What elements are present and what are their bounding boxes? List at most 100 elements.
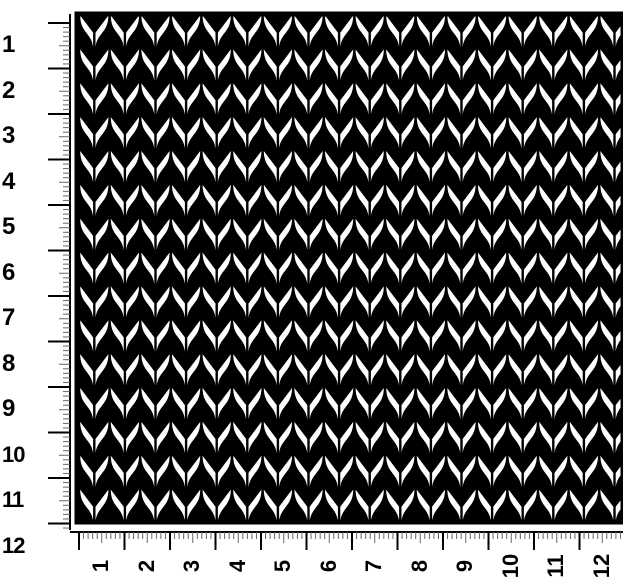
stitch-left-petal	[539, 252, 553, 284]
stitch	[294, 354, 323, 386]
stitch-left-petal	[233, 388, 247, 420]
stitch	[263, 117, 292, 149]
stitch-left-petal	[202, 218, 216, 251]
stitch-right-petal	[523, 218, 537, 251]
stitch-right-petal	[156, 455, 170, 488]
stitch-left-petal	[386, 354, 400, 386]
stitch	[172, 15, 201, 47]
stitch-right-petal	[248, 150, 262, 183]
stitch-left-petal	[80, 286, 94, 318]
stitch-right-petal	[309, 354, 323, 386]
stitch-right-petal	[340, 117, 354, 149]
stitch-left-petal	[478, 286, 491, 318]
stitch-left-petal	[600, 489, 614, 521]
stitch	[539, 354, 568, 386]
stitch-left-petal	[569, 117, 583, 149]
stitch	[416, 286, 445, 318]
stitch	[141, 117, 170, 149]
stitch-left-petal	[416, 455, 430, 488]
stitch-left-petal	[110, 117, 124, 149]
stitch-left-petal	[447, 49, 461, 81]
stitch-left-petal	[386, 49, 400, 81]
stitch-left-petal	[386, 117, 400, 149]
stitch	[569, 455, 598, 488]
stitch	[478, 49, 507, 81]
stitch-left-petal	[110, 150, 124, 183]
stitch	[202, 354, 231, 386]
stitch	[110, 117, 139, 149]
stitch-left-petal	[539, 117, 553, 149]
stitch-right-petal	[279, 455, 292, 488]
stitch-right-petal	[370, 49, 384, 81]
stitch-right-petal	[493, 184, 507, 217]
stitch	[110, 286, 139, 318]
stitch-left-petal	[172, 83, 185, 115]
stitch-right-petal	[432, 83, 445, 115]
stitch-right-petal	[187, 489, 201, 521]
stitch	[294, 388, 323, 420]
stitch-right-petal	[401, 388, 415, 420]
stitch	[478, 489, 507, 521]
stitch-left-petal	[478, 150, 491, 183]
left-ruler-label: 3	[2, 122, 16, 149]
stitch-right-petal	[217, 455, 231, 488]
stitch-left-petal	[325, 286, 338, 318]
stitch-right-petal	[401, 252, 415, 284]
stitch	[233, 354, 262, 386]
stitch	[80, 49, 109, 81]
stitch-left-petal	[386, 286, 400, 318]
stitch-right-petal	[187, 15, 201, 47]
stitch-right-petal	[95, 421, 109, 454]
stitch	[294, 252, 323, 284]
stitch-left-petal	[263, 218, 277, 251]
stitch-right-petal	[585, 218, 598, 251]
stitch-left-petal	[355, 218, 369, 251]
bottom-ruler-label: 10	[497, 553, 523, 579]
stitch-left-petal	[355, 184, 369, 217]
bottom-ruler-label: 3	[179, 559, 204, 573]
stitch-right-petal	[217, 184, 231, 217]
stitch-left-petal	[233, 117, 247, 149]
stitch-right-petal	[585, 455, 598, 488]
left-ruler-label: 2	[2, 76, 16, 104]
stitch-left-petal	[539, 354, 553, 386]
stitch-right-petal	[126, 184, 139, 217]
stitch-right-petal	[585, 388, 598, 420]
stitch	[80, 117, 109, 149]
stitch-right-petal	[187, 83, 201, 115]
stitch-right-petal	[523, 252, 537, 284]
stitch	[202, 388, 231, 420]
stitch	[447, 320, 476, 352]
stitch-left-petal	[172, 252, 185, 284]
stitch-right-petal	[309, 218, 323, 251]
stitch	[447, 388, 476, 420]
stitch-right-petal	[523, 320, 537, 352]
stitch	[355, 117, 384, 149]
stitch-left-petal	[141, 388, 155, 420]
stitch-left-petal	[263, 184, 277, 217]
stitch-right-petal	[462, 49, 476, 81]
stitch	[478, 218, 507, 251]
stitch-right-petal	[279, 150, 292, 183]
stitch-right-petal	[248, 320, 262, 352]
stitch	[110, 388, 139, 420]
stitch-right-petal	[309, 83, 323, 115]
stitch-left-petal	[600, 184, 614, 217]
stitch	[110, 49, 139, 81]
stitch	[447, 218, 476, 251]
stitch	[386, 184, 415, 217]
stitch	[569, 252, 598, 284]
stitch	[539, 218, 568, 251]
stitch	[355, 15, 384, 47]
stitch-right-petal	[340, 184, 354, 217]
stitch-right-petal	[370, 388, 384, 420]
stitch-right-petal	[217, 218, 231, 251]
stitch-right-petal	[432, 252, 445, 284]
stitch	[508, 489, 537, 521]
stitch	[416, 489, 445, 521]
stitch	[386, 455, 415, 488]
stitch-left-petal	[600, 455, 614, 488]
stitch-left-petal	[80, 421, 94, 454]
stitch-left-petal	[539, 150, 553, 183]
stitch-right-petal	[462, 286, 476, 318]
